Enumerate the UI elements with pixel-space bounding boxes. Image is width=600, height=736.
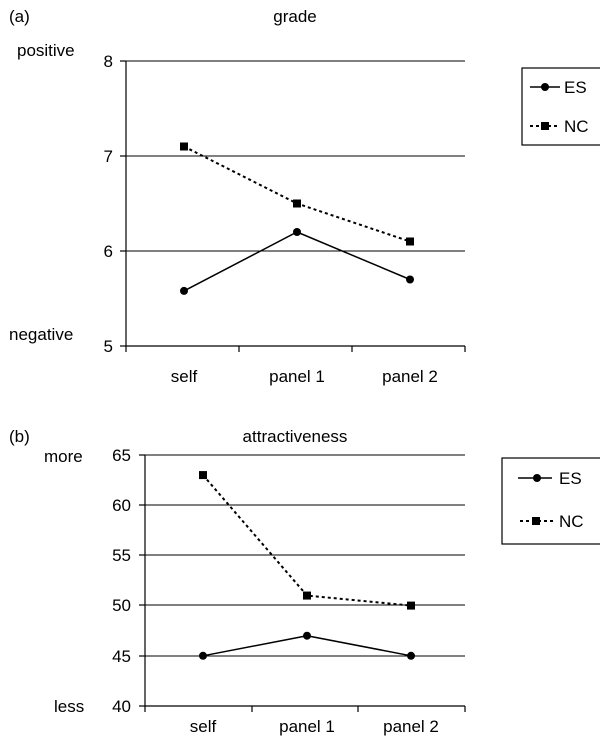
chart-a-legend-box	[521, 67, 600, 146]
chart-a-ytick-label: 8	[104, 52, 113, 71]
chart-a-ytick-label: 7	[104, 147, 113, 166]
chart-b-ytick-label: 45	[112, 647, 131, 666]
chart-a-xtick-label: panel 2	[382, 367, 438, 386]
chart-a-ytop-label: positive	[17, 41, 75, 60]
chart-a-nc-point-2	[406, 237, 414, 246]
chart-b-legend: ES NC	[501, 457, 600, 545]
chart-a-legend: ES NC	[521, 67, 600, 146]
chart-grade: (a) grade positive negative 8 7 6 5	[9, 7, 600, 386]
chart-a-xtick-labels: self panel 1 panel 2	[171, 367, 438, 386]
chart-a-grid	[126, 60, 465, 252]
chart-a-nc-point-0	[180, 142, 188, 151]
chart-b-xtick-labels: self panel 1 panel 2	[190, 717, 439, 736]
chart-b-xtick-label: panel 1	[279, 717, 335, 736]
chart-b-xtick-label: self	[190, 717, 217, 736]
chart-a-plot	[180, 142, 414, 295]
chart-a-ytick-labels: 8 7 6 5	[104, 52, 113, 356]
chart-b-series-nc-line	[202, 474, 412, 607]
legend-es-marker	[533, 474, 541, 482]
chart-a-nc-point-1	[293, 199, 301, 208]
chart-a-ytick-label: 5	[104, 337, 113, 356]
chart-b-ytick-label: 60	[112, 496, 131, 515]
chart-b-ytop-label: more	[44, 447, 83, 466]
chart-a-xtick-label: panel 1	[269, 367, 325, 386]
chart-attractiveness: (b) attractiveness more less 65	[9, 427, 600, 736]
chart-b-nc-point-2	[407, 601, 415, 610]
panel-label-b: (b)	[9, 427, 30, 446]
legend-nc-marker	[541, 122, 549, 130]
chart-b-nc-point-0	[199, 471, 207, 480]
chart-a-series-nc-line	[183, 145, 411, 243]
chart-b-xtick-label: panel 2	[383, 717, 439, 736]
legend-nc-label: NC	[564, 117, 589, 136]
panel-label-a: (a)	[9, 7, 30, 26]
chart-b-ytick-label: 55	[112, 546, 131, 565]
chart-b-es-point-0	[199, 651, 207, 660]
chart-b-ytick-label: 40	[112, 697, 131, 716]
chart-a-es-point-0	[180, 286, 188, 295]
chart-b-ytick-labels: 65 60 55 50 45 40	[112, 446, 131, 716]
chart-a-axes	[120, 60, 466, 352]
legend-es-label: ES	[564, 78, 587, 97]
chart-b-es-point-2	[407, 651, 415, 660]
chart-b-title: attractiveness	[243, 427, 348, 446]
chart-a-ybottom-label: negative	[9, 325, 73, 344]
legend-es-label: ES	[559, 469, 582, 488]
legend-nc-marker	[532, 517, 540, 525]
chart-a-es-point-2	[406, 275, 414, 284]
chart-b-ytick-label: 65	[112, 446, 131, 465]
chart-a-xtick-label: self	[171, 367, 198, 386]
chart-b-grid	[145, 454, 465, 657]
legend-nc-label: NC	[559, 512, 584, 531]
chart-a-series-es-line	[183, 231, 411, 292]
chart-b-nc-point-1	[303, 591, 311, 600]
chart-b-axes	[139, 454, 466, 712]
chart-a-ytick-label: 6	[104, 242, 113, 261]
chart-b-es-point-1	[303, 631, 311, 640]
chart-b-ytick-label: 50	[112, 596, 131, 615]
chart-b-legend-box	[501, 457, 600, 545]
chart-a-es-point-1	[293, 228, 301, 236]
chart-a-title: grade	[273, 7, 316, 26]
legend-es-marker	[541, 83, 549, 91]
chart-b-plot	[199, 471, 415, 660]
chart-b-ybottom-label: less	[54, 697, 84, 716]
